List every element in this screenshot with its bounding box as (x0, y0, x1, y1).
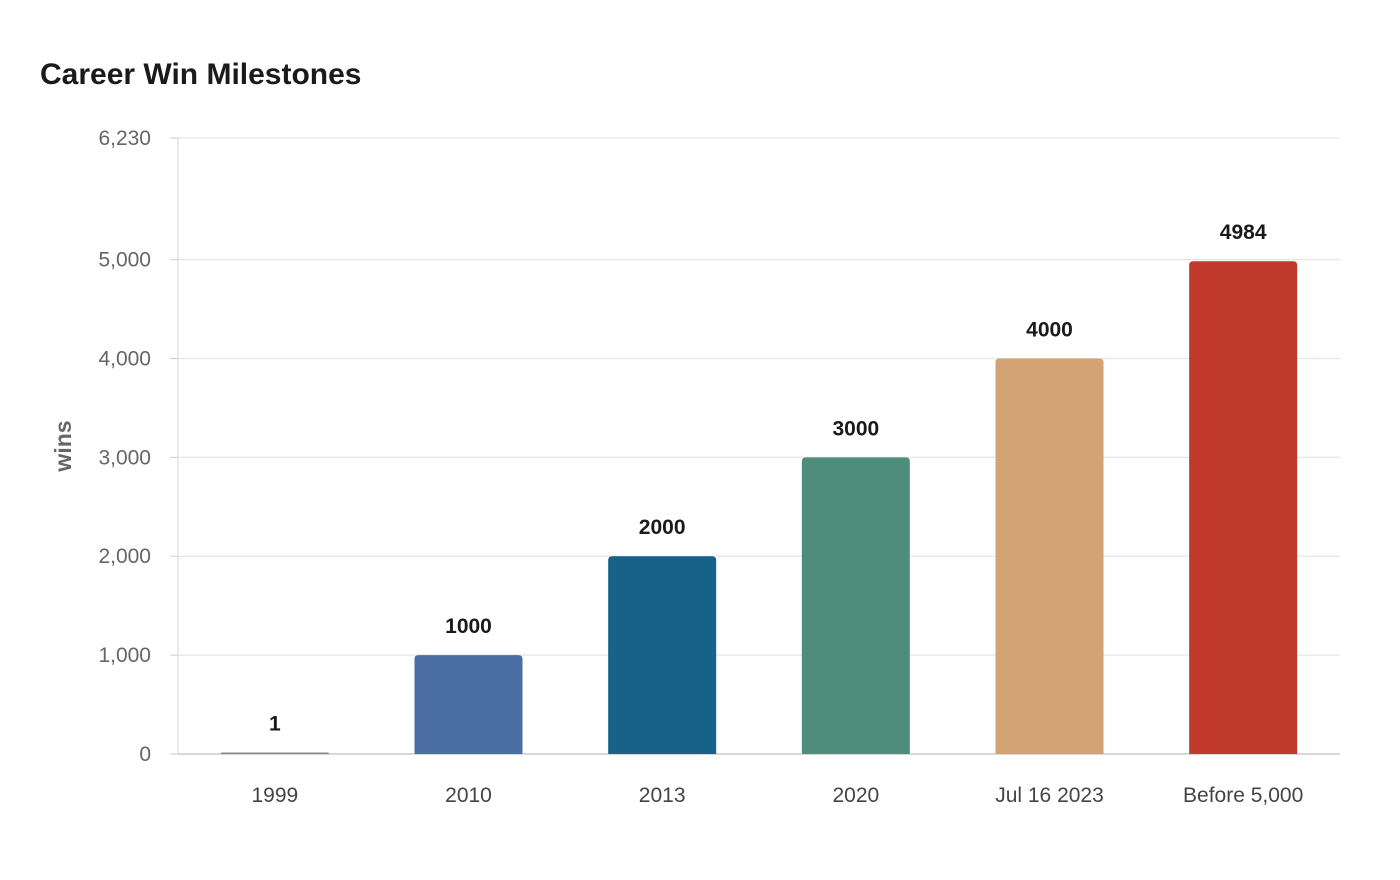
x-tick-label: Before 5,000 (1183, 784, 1303, 807)
x-tick-label: Jul 16 2023 (995, 784, 1104, 807)
bar-value-label: 1 (269, 713, 281, 736)
bar-3 (801, 457, 910, 754)
bar-0 (220, 752, 329, 754)
y-tick-label: 3,000 (98, 446, 151, 469)
y-tick-label: 6,230 (98, 127, 151, 150)
chart-title: Career Win Milestones (40, 58, 362, 91)
y-tick-label: 1,000 (98, 644, 151, 667)
bar-value-label: 1000 (445, 615, 492, 638)
y-tick-label: 5,000 (98, 249, 151, 272)
bar-value-label: 2000 (639, 516, 686, 539)
x-tick-label: 2013 (639, 784, 686, 807)
bar-2 (608, 556, 717, 754)
x-tick-label: 2010 (445, 784, 492, 807)
x-tick-label: 1999 (251, 784, 298, 807)
y-tick-label: 0 (139, 743, 151, 766)
bar-value-label: 4000 (1026, 318, 1073, 341)
y-tick-label: 2,000 (98, 545, 151, 568)
x-tick-label: 2020 (832, 784, 879, 807)
bar-4 (995, 358, 1104, 754)
y-axis-title: wins (50, 420, 76, 472)
bar-value-label: 4984 (1220, 221, 1267, 244)
bar-5 (1189, 261, 1298, 754)
bar-1 (414, 655, 523, 754)
bar-value-label: 3000 (832, 417, 879, 440)
y-tick-label: 4,000 (98, 347, 151, 370)
